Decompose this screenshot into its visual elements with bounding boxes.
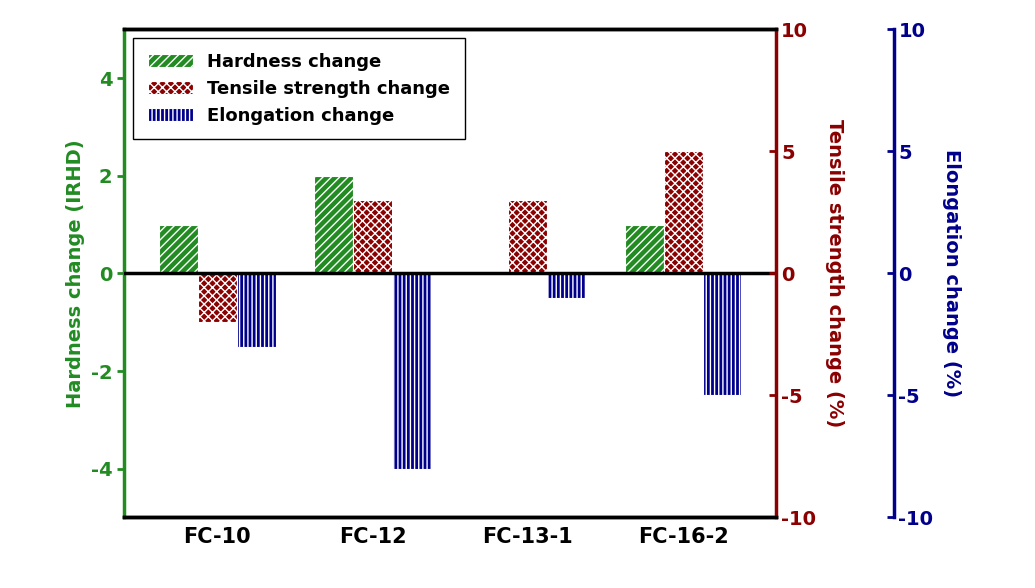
Bar bbox=[392, 273, 431, 469]
Bar bbox=[198, 273, 237, 322]
Y-axis label: Hardness change (IRHD): Hardness change (IRHD) bbox=[66, 139, 85, 407]
Bar bbox=[315, 176, 353, 273]
Bar bbox=[508, 200, 548, 273]
Legend: Hardness change, Tensile strength change, Elongation change: Hardness change, Tensile strength change… bbox=[134, 38, 465, 139]
Bar bbox=[663, 151, 703, 273]
Bar bbox=[703, 273, 741, 395]
Bar bbox=[625, 225, 663, 273]
Bar bbox=[159, 225, 198, 273]
Y-axis label: Tensile strength change (%): Tensile strength change (%) bbox=[825, 119, 844, 427]
Bar bbox=[237, 273, 275, 346]
Y-axis label: Elongation change (%): Elongation change (%) bbox=[942, 149, 962, 397]
Bar bbox=[548, 273, 586, 298]
Bar bbox=[353, 200, 392, 273]
